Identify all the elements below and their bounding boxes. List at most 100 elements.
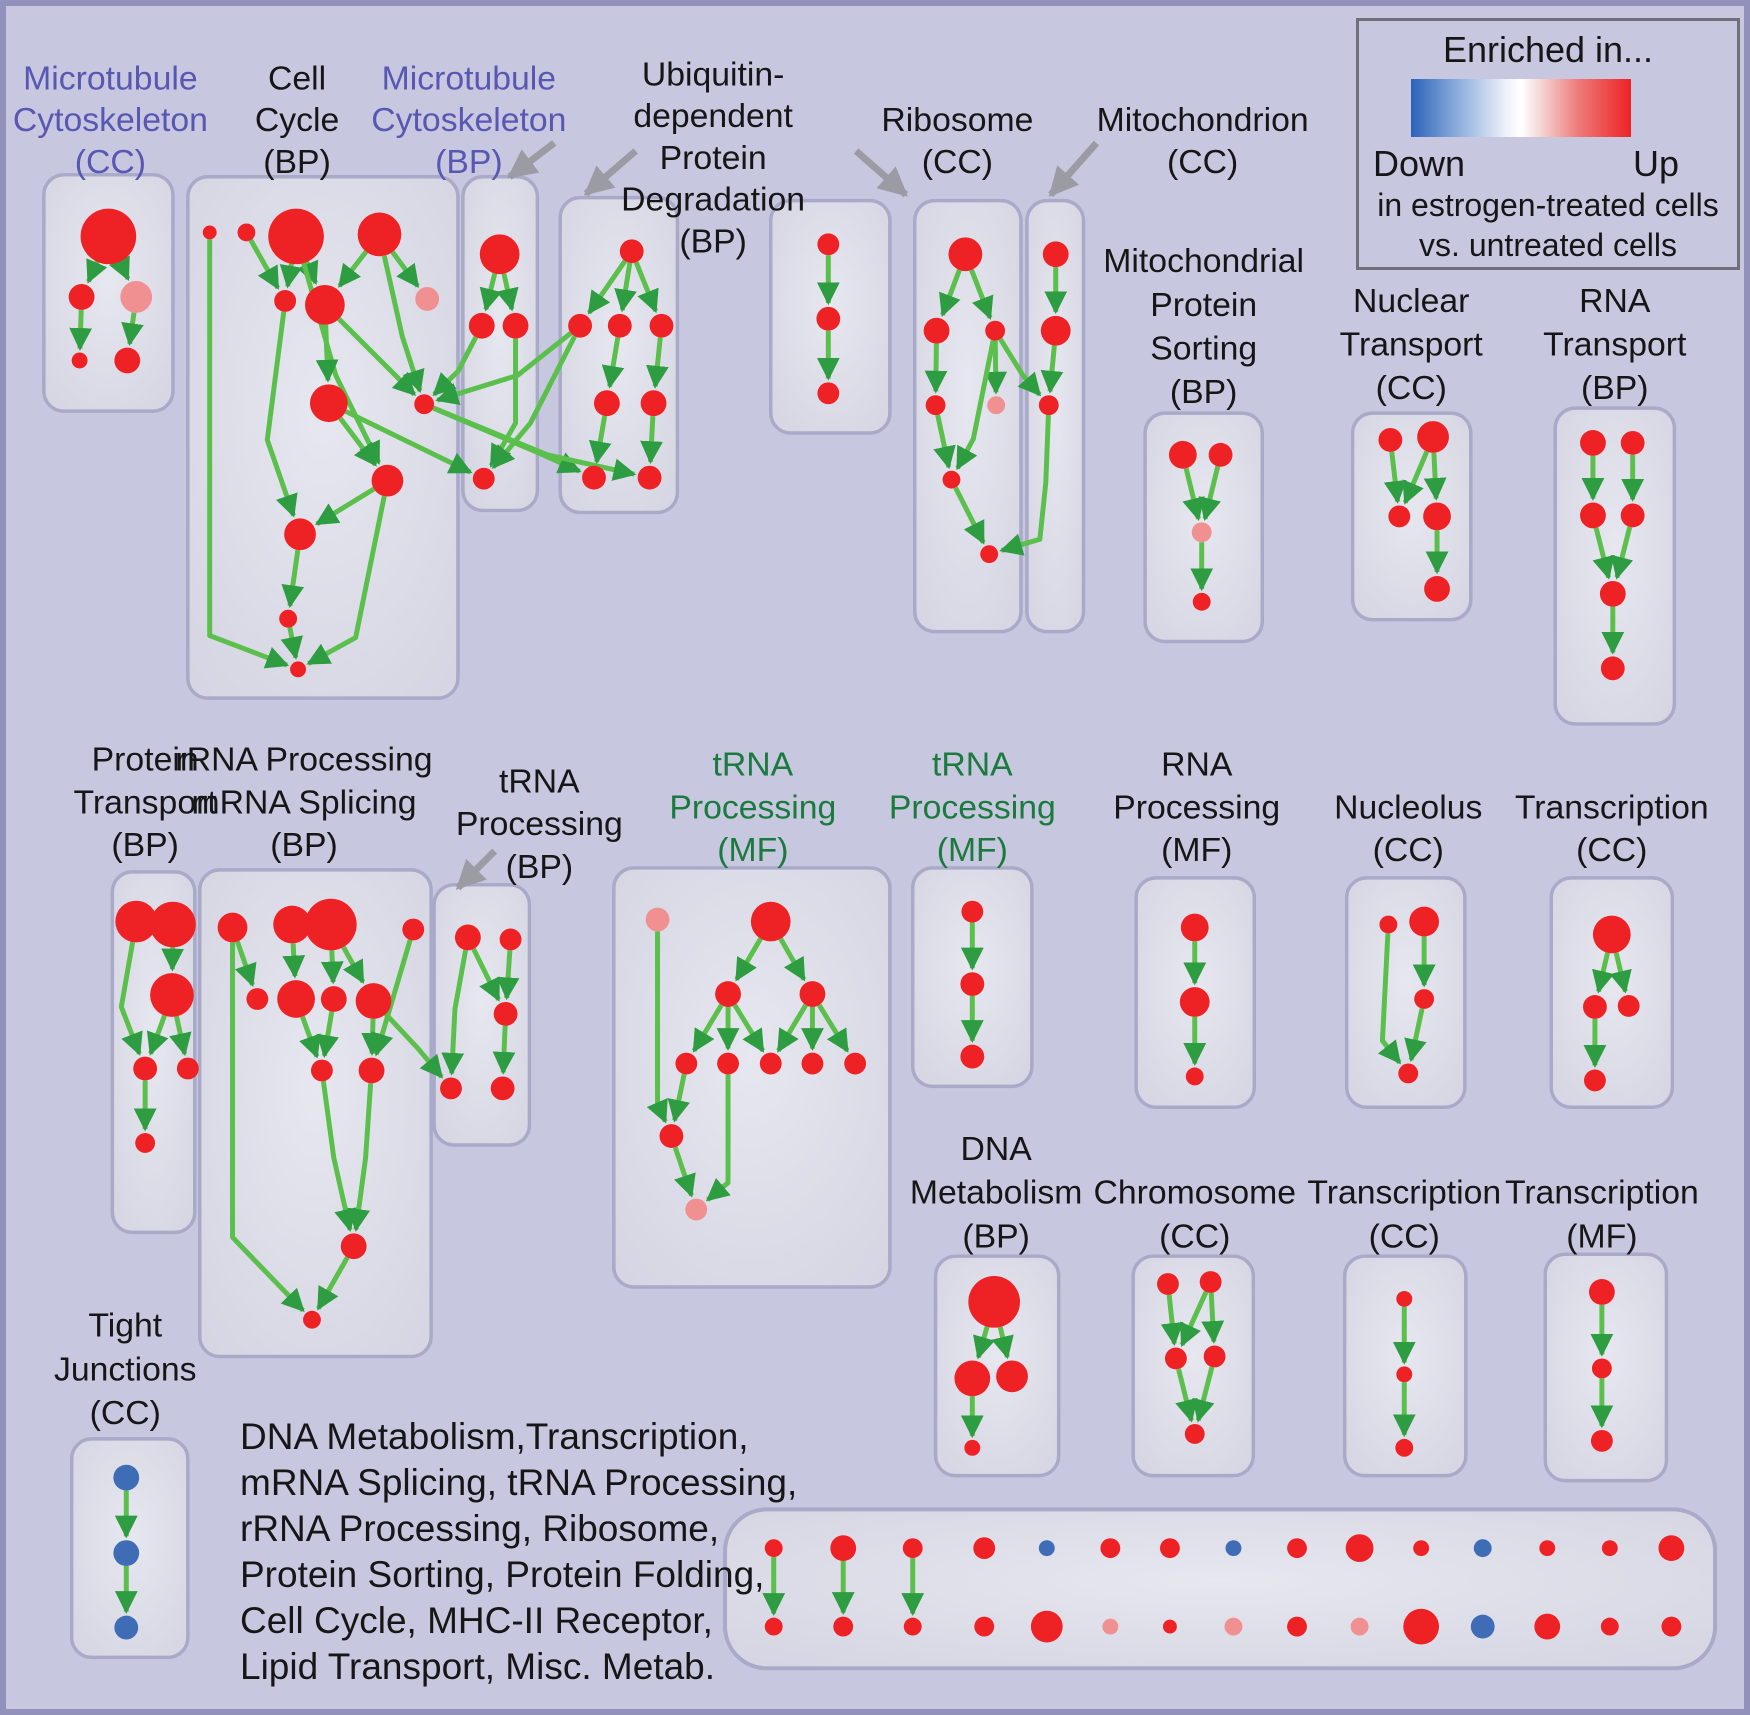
cluster-label-mitochondrial-protein-sorting-line-1: Protein — [1150, 286, 1257, 324]
node-ubiquitin-degradation-1-r2c — [649, 313, 674, 338]
cluster-label-ubiquitin-degradation-line-3: Degradation — [621, 181, 805, 219]
edge-arrow — [776, 1003, 808, 1053]
edge-arrow — [969, 269, 994, 320]
node-cell-cycle-a1 — [202, 225, 217, 240]
edge-arrow — [316, 1011, 340, 1059]
node-rna-transport-bp-t1 — [1580, 430, 1606, 456]
cluster-box-transcription-cc-mid — [1549, 876, 1675, 1109]
node-protein-transport-bp-b3 — [150, 973, 194, 1017]
cluster-box-shared-terms-strip — [723, 1507, 1718, 1671]
node-trna-processing-mf-large-s3 — [759, 1052, 782, 1075]
edge-arrow — [601, 337, 625, 389]
edge-arrow — [306, 495, 387, 666]
node-rrna-mrna-bp-t2 — [273, 905, 311, 944]
node-trna-processing-mf-large-m1 — [715, 981, 741, 1007]
node-nuclear-transport-cc-t2 — [1417, 421, 1449, 453]
node-rrna-mrna-bp-m — [340, 1233, 367, 1260]
node-ubiquitin-degradation-2-v1 — [817, 233, 840, 256]
node-chromosome-cc-mr — [1203, 1345, 1226, 1368]
edge-arrow — [435, 331, 573, 405]
cluster-label-protein-transport-bp-line-0: Protein — [92, 741, 199, 779]
edge-arrow — [492, 1025, 516, 1075]
edge-arrow — [69, 309, 93, 351]
node-ubiquitin-degradation-1-r2b — [607, 313, 632, 338]
edge-arrow — [1192, 1366, 1215, 1423]
cluster-label-rrna-mrna-bp-line-1: mRNA Splicing — [191, 783, 416, 821]
node-mitochondrion-cc-t — [1042, 241, 1069, 268]
node-rrna-mrna-bp-t3 — [305, 898, 357, 951]
strip-node-bottom-1 — [833, 1616, 854, 1637]
cluster-label-chromosome-cc-line-1: (CC) — [1159, 1217, 1230, 1255]
node-protein-transport-bp-s2 — [176, 1057, 199, 1080]
strip-node-top-3 — [973, 1537, 996, 1560]
node-protein-transport-bp-s1 — [133, 1056, 158, 1081]
strip-node-bottom-13 — [1600, 1617, 1619, 1636]
cluster-label-tight-junctions-cc-line-0: Tight — [88, 1307, 162, 1345]
strip-node-top-11 — [1473, 1539, 1492, 1558]
node-rrna-mrna-bp-r2b — [277, 980, 315, 1018]
edge-arrow — [1592, 952, 1615, 994]
edge-arrow — [672, 1146, 696, 1198]
edge-arrow — [991, 1326, 1014, 1360]
node-microtubule-cytoskeleton-bp-m1 — [468, 312, 495, 339]
edge-arrow — [383, 1012, 444, 1079]
edge-arrow — [282, 943, 306, 979]
edge-arrow — [109, 255, 131, 281]
cluster-label-ubiquitin-degradation-line-1: dependent — [633, 97, 793, 135]
edge-arrow — [817, 1003, 850, 1053]
edge-arrow — [496, 950, 520, 1001]
node-mitochondrion-cc-m — [1040, 315, 1071, 346]
strip-node-top-7 — [1225, 1540, 1242, 1557]
cluster-label-rna-transport-bp-line-0: RNA — [1579, 282, 1651, 320]
cluster-label-mitochondrion-cc-line-1: (CC) — [1167, 143, 1238, 181]
strip-node-top-1 — [830, 1535, 857, 1562]
strip-node-bottom-0 — [764, 1617, 783, 1636]
node-cell-cycle-c1 — [274, 289, 297, 312]
node-trna-processing-bp-br — [490, 1076, 515, 1101]
node-cell-cycle-E — [309, 384, 348, 423]
cluster-box-nucleolus-cc — [1344, 876, 1467, 1109]
arrow-to-trna-bp-box — [455, 848, 498, 891]
node-ubiquitin-degradation-2-v2 — [816, 306, 841, 331]
strip-node-bottom-8 — [1287, 1616, 1307, 1637]
edge-arrow — [248, 238, 280, 290]
node-nuclear-transport-cc-b — [1424, 575, 1450, 602]
node-cell-cycle-P — [415, 287, 440, 311]
node-microtubule-cytoskeleton-cc-l — [68, 284, 95, 310]
node-dna-metabolism-bp-b — [964, 1439, 981, 1456]
annotation-line: Protein Sorting, Protein Folding, — [240, 1554, 765, 1595]
edge-arrow — [1201, 1292, 1225, 1344]
legend-subtitle-2: vs. untreated cells — [1419, 227, 1677, 263]
legend-up-label: Up — [1632, 143, 1679, 184]
cluster-label-transcription-cc-bottom-line-1: (CC) — [1369, 1217, 1440, 1255]
edge-arrow — [705, 1074, 731, 1202]
node-ribosome-cc-pk — [987, 396, 1006, 415]
node-trna-processing-mf-large-s4 — [801, 1052, 824, 1075]
node-trna-processing-mf-large-s1 — [675, 1052, 698, 1075]
edge-arrow — [230, 942, 305, 1313]
node-trna-processing-bp-t1 — [454, 924, 481, 951]
node-rna-processing-mf-v1 — [1180, 913, 1209, 942]
node-rrna-mrna-bp-r2a — [246, 988, 269, 1010]
edge-arrow — [432, 405, 637, 481]
node-transcription-cc-mid-ml — [1583, 995, 1607, 1019]
cluster-label-trna-processing-bp-line-1: Processing — [456, 805, 623, 843]
node-microtubule-cytoskeleton-cc-bl — [71, 352, 88, 369]
cluster-label-transcription-mf-line-1: (MF) — [1566, 1217, 1637, 1255]
cluster-label-cell-cycle-line-2: (BP) — [263, 143, 331, 181]
edge-arrow — [1423, 452, 1447, 501]
strip-node-top-0 — [764, 1539, 783, 1558]
node-trna-processing-mf-large-bt — [685, 1198, 708, 1221]
node-nucleolus-cc-b — [1398, 1063, 1419, 1084]
cluster-label-rna-transport-bp-line-1: Transport — [1543, 326, 1687, 364]
cluster-box-microtubule-cytoskeleton-cc — [42, 173, 175, 413]
edge-arrow — [734, 937, 763, 982]
cluster-label-ribosome-cc-line-0: Ribosome — [881, 101, 1033, 139]
node-transcription-mf-v3 — [1590, 1429, 1613, 1452]
node-mitochondrial-protein-sorting-b — [1192, 592, 1211, 611]
edge-arrow — [86, 258, 108, 284]
strip-node-top-9 — [1345, 1534, 1374, 1563]
layer-edges — [69, 238, 1645, 1616]
cluster-label-ubiquitin-degradation-line-2: Protein — [660, 139, 767, 177]
node-dna-metabolism-bp-mr — [996, 1360, 1028, 1393]
